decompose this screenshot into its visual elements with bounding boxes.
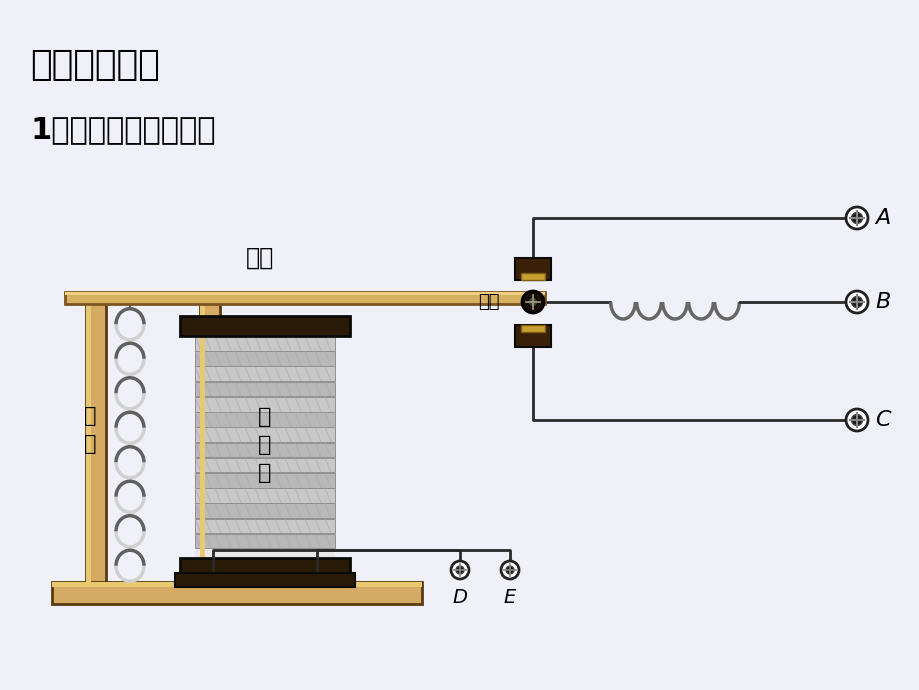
Bar [195,457,335,473]
Bar [65,292,544,304]
Bar [195,382,335,396]
Circle shape [450,561,469,579]
Bar [85,297,106,582]
Bar [195,442,335,457]
Circle shape [521,291,543,313]
Bar [199,297,220,582]
Text: 1、电磁继电器的构造: 1、电磁继电器的构造 [30,115,215,144]
Bar [195,427,335,442]
Bar [52,582,422,604]
Bar [52,582,422,587]
Bar [195,366,335,381]
Bar [195,336,335,558]
Bar [175,573,355,587]
Bar [195,336,335,351]
Bar [195,519,335,533]
Text: D: D [452,588,467,607]
Text: A: A [874,208,890,228]
Bar [195,534,335,549]
Text: C: C [874,410,890,430]
Circle shape [505,566,514,574]
Bar [195,412,335,427]
Circle shape [851,297,862,308]
Circle shape [851,415,862,426]
Bar [65,292,544,295]
Text: 触点: 触点 [478,293,499,311]
Circle shape [456,566,463,574]
Circle shape [501,561,518,579]
Circle shape [528,297,538,307]
Text: B: B [874,292,890,312]
Bar [195,473,335,488]
Bar [520,273,544,280]
Circle shape [851,213,862,224]
Bar [515,258,550,280]
Bar [515,325,550,347]
Bar [85,297,91,582]
Bar [195,504,335,518]
Text: 电
磁
铁: 电 磁 铁 [258,407,271,483]
Bar [199,297,205,582]
Circle shape [845,207,867,229]
Bar [180,316,349,336]
Text: 衔铁: 衔铁 [245,246,274,270]
Bar [520,325,544,332]
Text: E: E [504,588,516,607]
Bar [195,397,335,411]
Text: 弹
簧: 弹 簧 [84,406,96,454]
Text: 三、新课教学: 三、新课教学 [30,48,160,82]
Bar [195,488,335,503]
Bar [195,351,335,366]
Bar [180,558,349,578]
Circle shape [845,291,867,313]
Circle shape [845,409,867,431]
